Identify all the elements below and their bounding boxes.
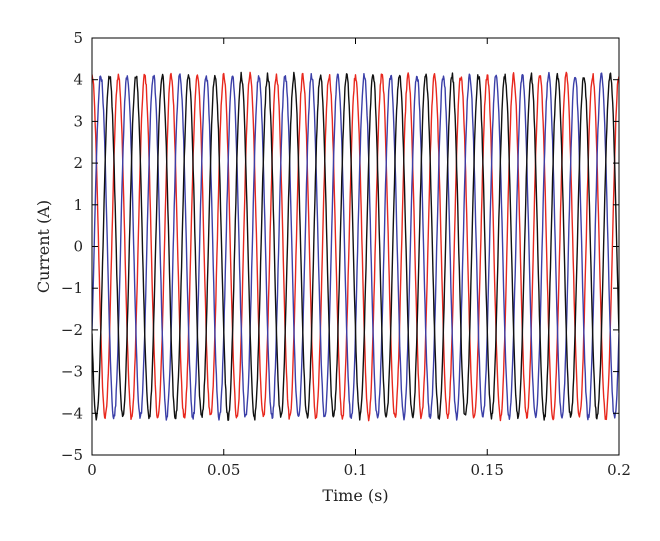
y-tick-label: 0 xyxy=(73,238,83,256)
y-tick-label: 4 xyxy=(73,71,83,89)
ticks-group: 0 0.05 0.1 0.15 0.2 −5 −4 −3 −2 −1 0 1 2 3 4 5 xyxy=(61,29,631,479)
x-tick-label: 0 xyxy=(87,461,97,479)
y-tick-label: −1 xyxy=(61,279,83,297)
x-tick-label: 0.15 xyxy=(471,461,504,479)
x-axis-title: Time (s) xyxy=(322,486,388,505)
y-tick-label: 1 xyxy=(73,196,83,214)
x-tick-label: 0.2 xyxy=(607,461,631,479)
y-tick-label: −3 xyxy=(61,363,83,381)
y-tick-label: −4 xyxy=(61,404,83,422)
y-tick-label: −5 xyxy=(61,446,83,464)
series-group xyxy=(92,71,619,422)
x-tick-label: 0.05 xyxy=(207,461,240,479)
series-line-1 xyxy=(92,71,619,422)
y-tick-label: 5 xyxy=(73,29,83,47)
y-axis-title: Current (A) xyxy=(34,200,53,293)
y-tick-label: 3 xyxy=(73,112,83,130)
series-line-3 xyxy=(92,71,619,421)
y-tick-label: 2 xyxy=(73,154,83,172)
series-line-2 xyxy=(92,71,619,421)
x-tick-label: 0.1 xyxy=(344,461,368,479)
plot-frame xyxy=(91,37,620,456)
y-tick-label: −2 xyxy=(61,321,83,339)
